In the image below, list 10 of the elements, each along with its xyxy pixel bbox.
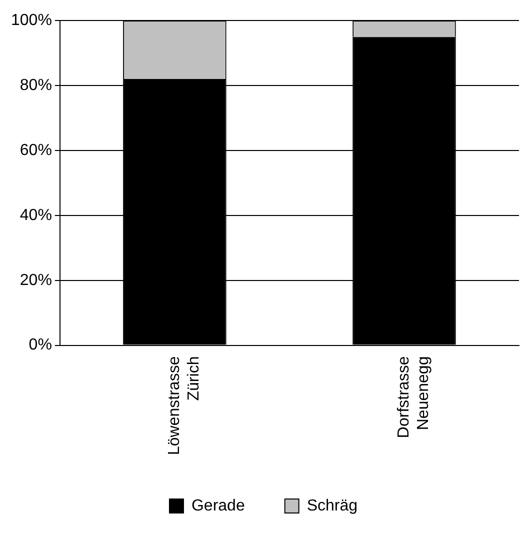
y-tick-label: 0% xyxy=(28,336,52,354)
legend-label: Gerade xyxy=(191,497,245,514)
x-tick-label: Dorfstrasse Neuenegg xyxy=(396,356,432,438)
y-tick-label: 100% xyxy=(11,12,52,30)
y-tick-label: 40% xyxy=(20,206,52,224)
x-tick-label: Löwenstrasse Zürich xyxy=(166,356,202,455)
y-tick-label: 80% xyxy=(20,76,52,94)
legend-label: Schräg xyxy=(306,497,358,514)
y-tick-label: 60% xyxy=(20,142,52,159)
y-tick-label: 20% xyxy=(20,272,52,289)
